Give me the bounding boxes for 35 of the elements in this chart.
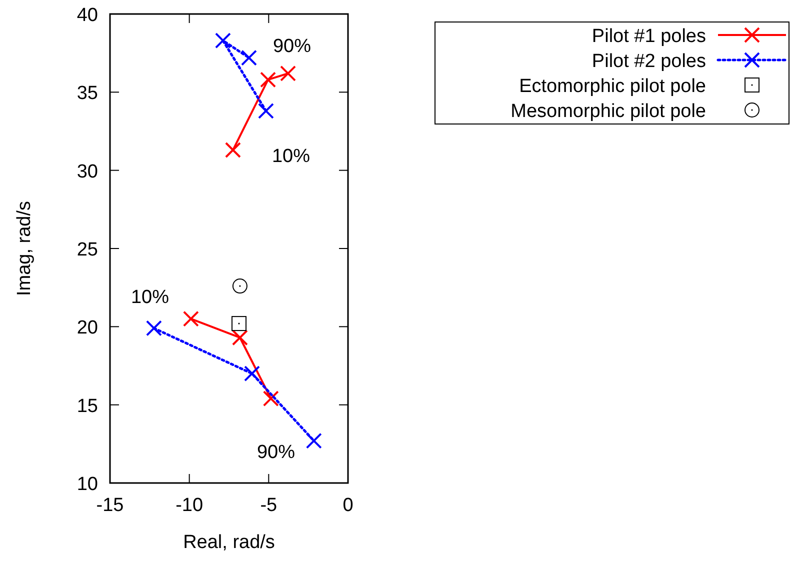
point	[262, 390, 279, 407]
x-tick-label: 0	[342, 495, 354, 516]
annotation: 90%	[256, 442, 296, 463]
point	[232, 330, 248, 346]
x-tick-label: -10	[176, 495, 204, 516]
point	[224, 142, 241, 158]
y-axis-title: Imag, rad/s	[14, 200, 35, 296]
x-tick-label: -15	[96, 495, 124, 516]
legend-label: Ectomorphic pilot pole	[519, 76, 706, 97]
point	[231, 316, 246, 332]
annotation: 90%	[272, 36, 312, 57]
legend-label: Pilot #2 poles	[592, 51, 706, 72]
y-tick-label: 30	[76, 161, 98, 182]
y-tick-label: 35	[76, 83, 98, 104]
point	[306, 432, 322, 449]
legend-label: Mesomorphic pilot pole	[510, 101, 706, 122]
point	[182, 310, 199, 327]
legend-label: Pilot #1 poles	[592, 26, 706, 47]
point	[240, 50, 257, 66]
x-tick-label: -5	[260, 495, 278, 516]
point	[258, 102, 274, 119]
point	[260, 72, 276, 88]
y-tick-label: 40	[76, 5, 98, 26]
y-tick-label: 25	[76, 240, 98, 260]
y-tick-label: 20	[76, 318, 98, 339]
y-tick-label: 15	[76, 396, 98, 417]
point	[214, 32, 231, 49]
y-tick-label: 10	[76, 474, 98, 495]
annotation: 10%	[130, 287, 170, 308]
x-axis-title: Real, rad/s	[183, 532, 275, 553]
point	[244, 366, 260, 382]
point	[146, 320, 162, 336]
point	[280, 65, 296, 82]
point	[232, 278, 248, 294]
annotation: 10%	[272, 146, 310, 167]
